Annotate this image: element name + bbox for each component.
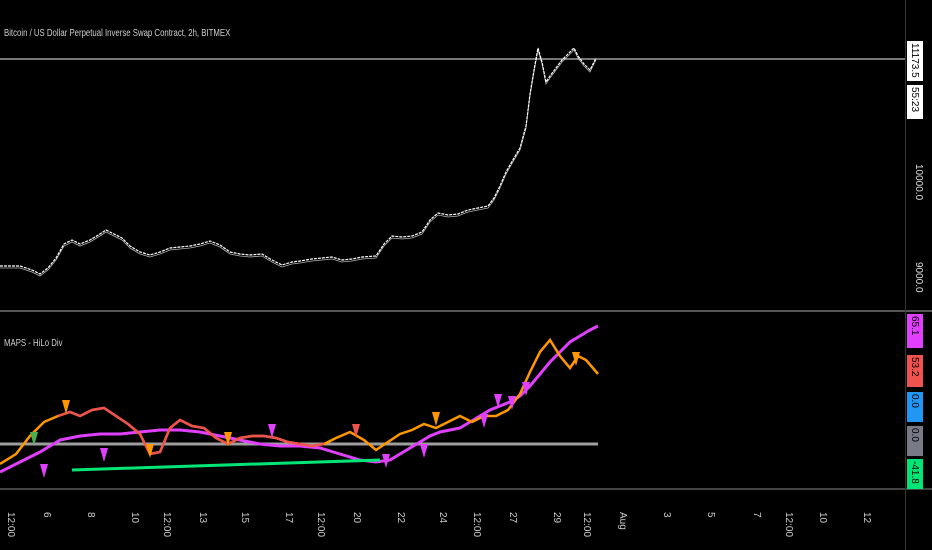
signal-marker-3 [100, 448, 108, 462]
time-axis-label: 27 [507, 512, 518, 524]
divergence-line [71, 458, 381, 472]
zero-line-badge: 0.0 [907, 392, 923, 422]
price-chart-pane[interactable]: Bitcoin / US Dollar Perpetual Inverse Sw… [0, 0, 932, 310]
time-axis-label: 12:00 [471, 512, 482, 538]
ma-fast-value-badge: 53.2 [907, 355, 923, 387]
chart-symbol-title: Bitcoin / US Dollar Perpetual Inverse Sw… [4, 28, 231, 39]
time-axis-label: 12:00 [783, 512, 794, 538]
price-chart-canvas[interactable] [0, 0, 905, 310]
ma-fast-down-segment [57, 406, 325, 456]
time-axis-label: 22 [395, 512, 406, 524]
signal-marker-7 [352, 424, 360, 438]
ma-slow-value-badge: 65.1 [907, 314, 923, 348]
price-series-line [0, 46, 597, 275]
time-axis-label: 12:00 [315, 512, 326, 538]
signal-marker-1 [40, 464, 48, 478]
signal-marker-13 [508, 396, 516, 410]
countdown-badge: 55:23 [907, 85, 923, 119]
time-axis-label: 7 [751, 512, 762, 518]
time-axis-label: 20 [351, 512, 362, 524]
y-axis-label-10000: 10000.0 [913, 164, 924, 201]
time-axis-label: 12:00 [161, 512, 172, 538]
signal-marker-14 [522, 382, 530, 396]
time-axis-label: 12:00 [5, 512, 16, 538]
signal-marker-4 [146, 444, 154, 458]
ma-slow-line [0, 324, 599, 474]
indicator-chart-canvas[interactable] [0, 312, 905, 488]
signal-marker-9 [420, 444, 428, 458]
time-axis-label: 17 [283, 512, 294, 524]
time-axis-label: 24 [437, 512, 448, 524]
signal-marker-2 [62, 400, 70, 414]
time-axis-divider [0, 488, 932, 490]
time-axis-label: 5 [705, 512, 716, 518]
time-axis-label: 13 [197, 512, 208, 524]
signal-marker-10 [432, 412, 440, 426]
signal-marker-11 [480, 414, 488, 428]
pane-divider[interactable] [0, 310, 932, 312]
time-axis-label: 15 [239, 512, 250, 524]
price-scale-border [905, 0, 906, 550]
indicator-title: MAPS - HiLo Div [4, 338, 63, 349]
price-wick-series [0, 49, 597, 277]
signal-marker-12 [494, 394, 502, 408]
signal-marker-5 [224, 432, 232, 446]
signal-marker-15 [572, 352, 580, 366]
y-axis-label-9000: 9000.0 [913, 262, 924, 293]
signal-marker-0 [30, 432, 38, 446]
time-axis-label: 10 [129, 512, 140, 524]
time-axis-label: 12:00 [581, 512, 592, 538]
time-axis-label: 10 [817, 512, 828, 524]
signal-marker-6 [268, 424, 276, 438]
time-axis-label: 6 [41, 512, 52, 518]
time-axis-label: 12 [861, 512, 872, 524]
last-price-badge: 11173.5 [907, 41, 923, 81]
time-axis-label: 29 [551, 512, 562, 524]
divergence-value-badge: -41.8 [907, 459, 923, 489]
hline-value-badge: 0.0 [907, 426, 923, 456]
time-axis-label: 3 [661, 512, 672, 518]
time-axis-label: Aug [617, 512, 628, 530]
signal-marker-8 [382, 454, 390, 468]
time-axis-label: 8 [85, 512, 96, 518]
indicator-pane[interactable]: MAPS - HiLo Div [0, 312, 932, 488]
